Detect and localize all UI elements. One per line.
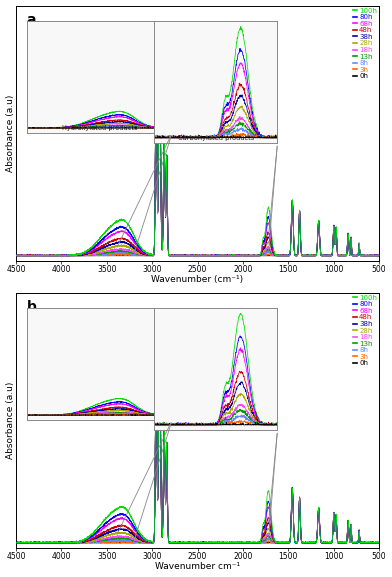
X-axis label: Wavenumber cm⁻¹: Wavenumber cm⁻¹ bbox=[155, 563, 240, 571]
Legend: 100h, 80h, 68h, 48h, 38h, 28h, 18h, 13h, 8h, 3h, 0h: 100h, 80h, 68h, 48h, 38h, 28h, 18h, 13h,… bbox=[352, 7, 378, 80]
Y-axis label: Absorbance (a.u): Absorbance (a.u) bbox=[5, 381, 15, 459]
Text: a: a bbox=[27, 13, 36, 27]
Text: b: b bbox=[27, 300, 37, 314]
X-axis label: Wavenumber (cm⁻¹): Wavenumber (cm⁻¹) bbox=[151, 275, 243, 284]
Legend: 100h, 80h, 68h, 48h, 38h, 28h, 18h, 13h, 8h, 3h, 0h: 100h, 80h, 68h, 48h, 38h, 28h, 18h, 13h,… bbox=[352, 294, 378, 367]
Y-axis label: Absorbance (a.u): Absorbance (a.u) bbox=[5, 95, 15, 172]
